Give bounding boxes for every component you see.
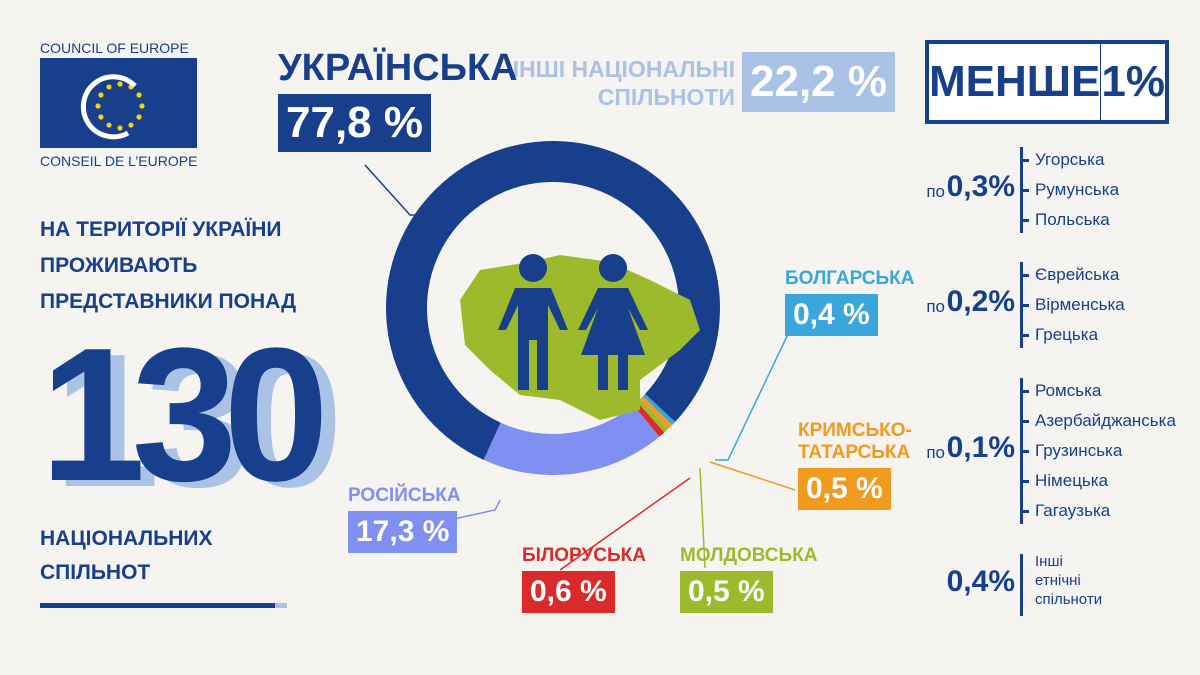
- segment: [636, 399, 669, 433]
- line: ІНШІ НАЦІОНАЛЬНІ: [512, 56, 735, 82]
- minor-title: МЕНШЕ: [929, 57, 1101, 106]
- tick: [1020, 420, 1029, 423]
- item: Інші етнічні спільноти: [1035, 553, 1103, 608]
- label: БІЛОРУСЬКА 0,6 %: [522, 545, 646, 613]
- tick: [1020, 510, 1029, 513]
- category: МОЛДОВСЬКА: [680, 545, 818, 566]
- number-shadow: 130: [54, 315, 343, 527]
- share: 0,1%: [946, 431, 1015, 464]
- value-label: 0,5 %: [680, 571, 773, 613]
- item: Угорська: [1035, 150, 1105, 169]
- value-label: 0,6 %: [522, 571, 615, 613]
- logo-top: COUNCIL OF EUROPE: [40, 40, 189, 56]
- value-label: 77,8 %: [278, 94, 431, 152]
- share: 0,4%: [946, 565, 1015, 598]
- category: БОЛГАРСЬКА: [785, 268, 915, 289]
- category: РОСІЙСЬКА: [348, 485, 461, 506]
- category: БІЛОРУСЬКА: [522, 545, 646, 566]
- segment: [633, 401, 665, 437]
- label: БОЛГАРСЬКА 0,4 %: [785, 268, 914, 336]
- value-label: 17,3 %: [348, 511, 458, 553]
- rule: [40, 603, 275, 608]
- prefix: по: [926, 443, 945, 462]
- item: Грузинська: [1035, 441, 1123, 460]
- tick: [1020, 304, 1029, 307]
- segment: [639, 396, 673, 429]
- minor-header: МЕНШЕ 1%: [925, 40, 1169, 124]
- tick: [1020, 450, 1029, 453]
- leaders: [364, 164, 796, 571]
- centre-icon: [460, 254, 700, 420]
- tick: [1020, 480, 1029, 483]
- label: КРИМСЬКО-ТАТАРСЬКА 0,5 %: [798, 420, 912, 510]
- logo-mark: [40, 58, 197, 148]
- headline-outro: НАЦІОНАЛЬНИХ СПІЛЬНОТ: [40, 522, 213, 590]
- number: 130: [40, 309, 329, 521]
- line: НА ТЕРИТОРІЇ УКРАЇНИ: [40, 218, 282, 241]
- headline-intro: НА ТЕРИТОРІЇ УКРАЇНИ ПРОЖИВАЮТЬ ПРЕДСТАВ…: [40, 212, 296, 320]
- item: Єврейська: [1035, 265, 1120, 284]
- share: 0,2%: [946, 285, 1015, 318]
- value-label: 0,4 %: [785, 294, 878, 336]
- label: РОСІЙСЬКА 17,3 %: [348, 485, 461, 553]
- other-value: 22,2 %: [742, 52, 895, 112]
- segment: [483, 405, 660, 475]
- category: КРИМСЬКО-ТАТАРСЬКА: [798, 420, 912, 463]
- item: Румунська: [1035, 180, 1120, 199]
- tick: [1020, 189, 1029, 192]
- tick: [1020, 390, 1029, 393]
- tick: [1020, 274, 1029, 277]
- bracket: [1020, 554, 1023, 616]
- item: Німецька: [1035, 471, 1109, 490]
- item: Польська: [1035, 210, 1110, 229]
- other-label: ІНШІ НАЦІОНАЛЬНІ СПІЛЬНОТИ: [480, 55, 735, 111]
- line: НАЦІОНАЛЬНИХ: [40, 527, 213, 550]
- item: Ромська: [1035, 381, 1102, 400]
- line: ПРЕДСТАВНИКИ ПОНАД: [40, 290, 297, 313]
- prefix: по: [926, 182, 945, 201]
- divider: [1100, 44, 1102, 120]
- line: СПІЛЬНОТ: [40, 561, 151, 584]
- item: Гагаузька: [1035, 501, 1111, 520]
- label: УКРАЇНСЬКА 77,8 %: [278, 46, 518, 152]
- share: 0,3%: [946, 170, 1015, 203]
- line: ПРОЖИВАЮТЬ: [40, 254, 198, 277]
- item: Азербайджанська: [1035, 411, 1176, 430]
- prefix: по: [926, 297, 945, 316]
- minor-threshold: 1%: [1101, 57, 1165, 106]
- tick: [1020, 219, 1029, 222]
- label: МОЛДОВСЬКА 0,5 %: [680, 545, 817, 613]
- logo-bottom: CONSEIL DE L’EUROPE: [40, 153, 198, 169]
- item: Вірменська: [1035, 295, 1125, 314]
- category: УКРАЇНСЬКА: [278, 47, 518, 89]
- item: Грецька: [1035, 325, 1099, 344]
- value-label: 0,5 %: [798, 468, 891, 510]
- line: СПІЛЬНОТИ: [597, 84, 735, 110]
- segment: [642, 393, 676, 426]
- tick: [1020, 334, 1029, 337]
- rule: [275, 603, 287, 608]
- tick: [1020, 159, 1029, 162]
